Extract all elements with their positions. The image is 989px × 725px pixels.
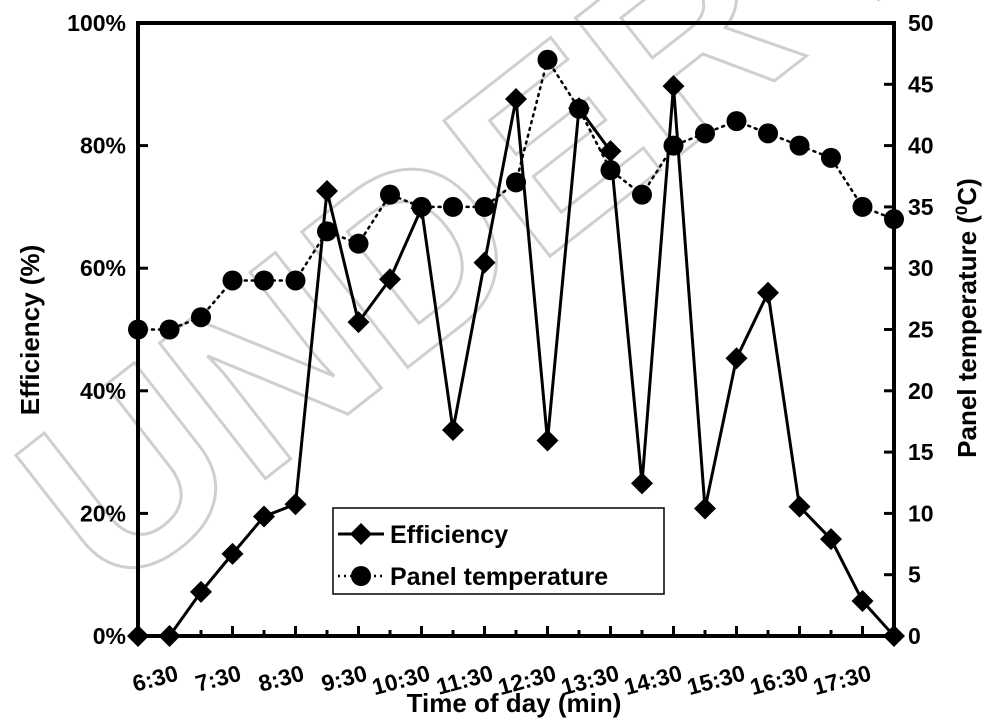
right-y-tick-label: 30 <box>908 255 934 281</box>
left-y-axis: 0% 20% 40% 60% 80% 100% <box>67 10 148 649</box>
efficiency-point <box>788 495 811 518</box>
left-y-tick-label: 80% <box>80 133 126 159</box>
efficiency-point <box>316 179 338 202</box>
panel-temperature-point <box>600 160 621 181</box>
series-efficiency <box>127 75 905 647</box>
left-y-tick-label: 20% <box>80 500 126 526</box>
panel-temperature-point <box>789 135 810 156</box>
efficiency-point <box>347 311 370 334</box>
legend-temperature-label: Panel temperature <box>390 563 608 591</box>
panel-temperature-point <box>222 270 243 291</box>
panel-temperature-point <box>852 196 873 217</box>
efficiency-point <box>599 140 622 163</box>
efficiency-point <box>662 75 685 98</box>
x-tick-label: 14:30 <box>621 660 685 700</box>
panel-temperature-point <box>285 270 306 291</box>
x-tick-label: 9:30 <box>319 660 370 697</box>
x-tick-label: 17:30 <box>810 660 874 700</box>
right-y-tick-label: 35 <box>908 194 934 220</box>
right-y-tick-label: 45 <box>908 71 934 97</box>
efficiency-point <box>820 528 842 551</box>
right-y-tick-label: 10 <box>908 500 934 526</box>
efficiency-point <box>190 580 212 603</box>
efficiency-point <box>568 97 590 120</box>
right-y-tick-label: 5 <box>908 562 921 588</box>
efficiency-point <box>379 268 401 291</box>
left-y-axis-title: Efficiency (%) <box>15 245 45 416</box>
legend-box <box>332 507 665 595</box>
panel-temperature-point <box>537 49 558 70</box>
panel-temperature-point <box>348 233 369 254</box>
panel-temperature-point <box>474 196 495 217</box>
efficiency-point <box>284 493 307 516</box>
x-tick-label: 16:30 <box>747 660 811 700</box>
left-y-tick-label: 60% <box>80 255 126 281</box>
efficiency-point <box>473 251 496 274</box>
efficiency-point <box>410 197 433 220</box>
efficiency-point <box>694 497 716 520</box>
efficiency-point <box>725 347 748 370</box>
efficiency-point <box>221 542 244 565</box>
x-tick-label: 7:30 <box>193 660 244 697</box>
plot-area-frame <box>136 21 896 638</box>
x-axis-title: Time of day (min) <box>407 688 622 718</box>
right-y-tick-label: 40 <box>908 133 934 159</box>
x-tick-label: 15:30 <box>684 660 748 700</box>
right-y-axis-title: Panel temperature (0C) <box>952 178 983 458</box>
right-y-tick-label: 25 <box>908 317 934 343</box>
panel-temperature-point <box>506 172 526 193</box>
left-y-tick-label: 100% <box>67 10 126 36</box>
left-y-tick-label: 40% <box>80 378 126 404</box>
panel-temperature-point <box>695 123 715 144</box>
efficiency-point <box>536 429 559 452</box>
legend-efficiency-marker <box>350 523 372 545</box>
legend-efficiency-label: Efficiency <box>390 521 508 549</box>
panel-temperature-point <box>821 147 841 168</box>
right-y-tick-label: 20 <box>908 378 934 404</box>
panel-temperature-point <box>254 270 274 291</box>
panel-temperature-point <box>663 135 684 156</box>
right-y-tick-label: 50 <box>908 10 934 36</box>
panel-temperature-point <box>758 123 778 144</box>
right-y-axis: 0 5 10 15 20 25 30 35 40 45 50 <box>884 10 934 649</box>
left-y-tick-label: 0% <box>93 623 126 649</box>
panel-temperature-point <box>380 184 400 205</box>
panel-temperature-point <box>159 319 180 340</box>
right-y-tick-label: 0 <box>908 623 921 649</box>
efficiency-point <box>253 505 275 528</box>
efficiency-point <box>505 88 527 111</box>
panel-temperature-point <box>191 307 211 328</box>
panel-temperature-point <box>726 111 747 132</box>
efficiency-point <box>851 590 874 613</box>
efficiency-point <box>757 281 779 304</box>
right-y-tick-label: 15 <box>908 439 934 465</box>
panel-temperature-point <box>632 184 652 205</box>
x-tick-label: 8:30 <box>256 660 307 697</box>
panel-temperature-point <box>443 196 463 217</box>
legend: Efficiency Panel temperature <box>332 507 665 595</box>
legend-temperature-marker <box>351 566 371 586</box>
x-tick-label: 6:30 <box>130 660 181 697</box>
efficiency-point <box>631 472 653 495</box>
efficiency-point <box>442 419 464 442</box>
